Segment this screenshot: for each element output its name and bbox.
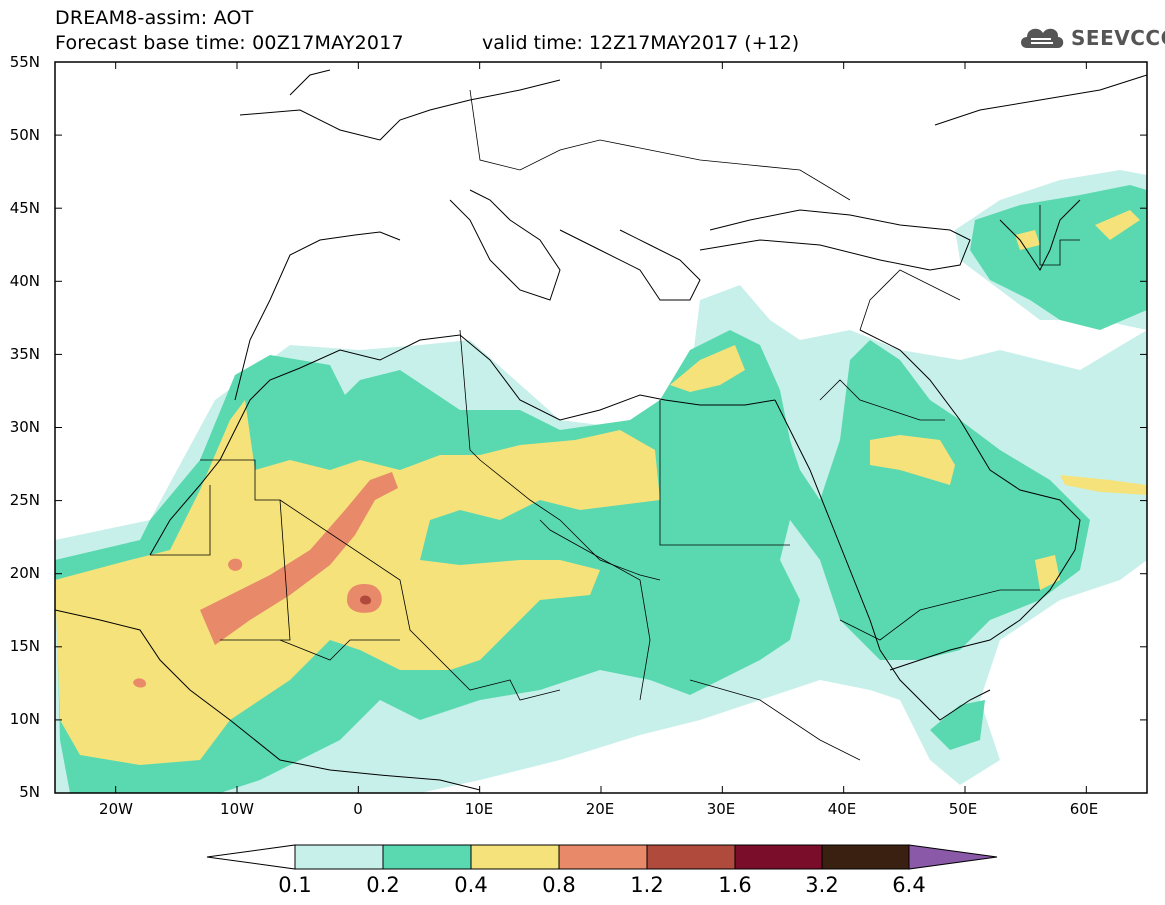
aot-field bbox=[55, 69, 1147, 793]
colorbar-label: 0.1 bbox=[278, 873, 312, 897]
lat-label: 50N bbox=[9, 126, 40, 144]
aot-region-very-high bbox=[133, 678, 146, 688]
colorbar-label: 0.2 bbox=[366, 873, 400, 897]
colorbar-label: 0.4 bbox=[454, 873, 488, 897]
colorbar bbox=[206, 844, 998, 870]
lon-label: 30E bbox=[706, 800, 736, 818]
colorbar-bin bbox=[558, 844, 648, 870]
aot-region-medium bbox=[930, 700, 985, 750]
lon-label: 0 bbox=[353, 800, 363, 818]
valid-time: valid time: 12Z17MAY2017 (+12) bbox=[482, 32, 800, 54]
coastlines bbox=[55, 69, 1147, 791]
colorbar-bin bbox=[382, 844, 472, 870]
colorbar-low-arrow bbox=[206, 844, 296, 870]
colorbar-bin bbox=[821, 844, 910, 870]
aot-region-peak bbox=[360, 595, 372, 605]
aot-region-high bbox=[870, 435, 955, 485]
lon-label: 10W bbox=[220, 800, 254, 818]
aot-region-high bbox=[1060, 475, 1147, 495]
lon-label: 40E bbox=[827, 800, 857, 818]
logo-text: SEEVCCC bbox=[1071, 26, 1165, 50]
colorbar-bin bbox=[734, 844, 823, 870]
lon-label: 20E bbox=[585, 800, 615, 818]
map-title: DREAM8-assim: AOT bbox=[55, 7, 254, 29]
colorbar-label: 1.2 bbox=[630, 873, 664, 897]
colorbar-label: 3.2 bbox=[805, 873, 839, 897]
axis-ticks bbox=[55, 61, 1147, 794]
aot-region-medium bbox=[55, 330, 1090, 793]
aot-region-very-high bbox=[228, 558, 243, 571]
cloud-icon bbox=[1021, 28, 1064, 48]
lon-label: 20W bbox=[99, 800, 133, 818]
colorbar-bin bbox=[470, 844, 560, 870]
aot-region-high bbox=[1095, 210, 1140, 240]
colorbar-label: 1.6 bbox=[718, 873, 752, 897]
lat-label: 30N bbox=[9, 418, 40, 436]
lat-label: 5N bbox=[19, 783, 40, 801]
colorbar-bin bbox=[646, 844, 736, 870]
forecast-base-time: Forecast base time: 00Z17MAY2017 bbox=[55, 32, 404, 54]
country-borders bbox=[150, 89, 1080, 761]
lat-label: 45N bbox=[9, 199, 40, 217]
lat-label: 35N bbox=[9, 345, 40, 363]
lon-label: 60E bbox=[1069, 800, 1099, 818]
aot-region-high bbox=[55, 400, 660, 765]
aot-region-very-high bbox=[200, 472, 398, 645]
seevccc-logo: SEEVCCC bbox=[1017, 20, 1165, 58]
colorbar-label: 6.4 bbox=[892, 873, 926, 897]
lon-label: 50E bbox=[948, 800, 978, 818]
colorbar-label: 0.8 bbox=[542, 873, 576, 897]
colorbar-high-arrow bbox=[908, 844, 998, 870]
lat-label: 40N bbox=[9, 272, 40, 290]
lat-label: 15N bbox=[9, 637, 40, 655]
lat-label: 20N bbox=[9, 564, 40, 582]
aot-region-high bbox=[1015, 230, 1040, 250]
lat-label: 10N bbox=[9, 710, 40, 728]
aot-region-high bbox=[670, 345, 745, 392]
lat-label: 55N bbox=[9, 53, 40, 71]
lon-label: 10E bbox=[464, 800, 494, 818]
aot-region-medium bbox=[970, 185, 1147, 330]
aot-region-high bbox=[1035, 555, 1060, 590]
lat-label: 25N bbox=[9, 491, 40, 509]
colorbar-bin bbox=[294, 844, 384, 870]
